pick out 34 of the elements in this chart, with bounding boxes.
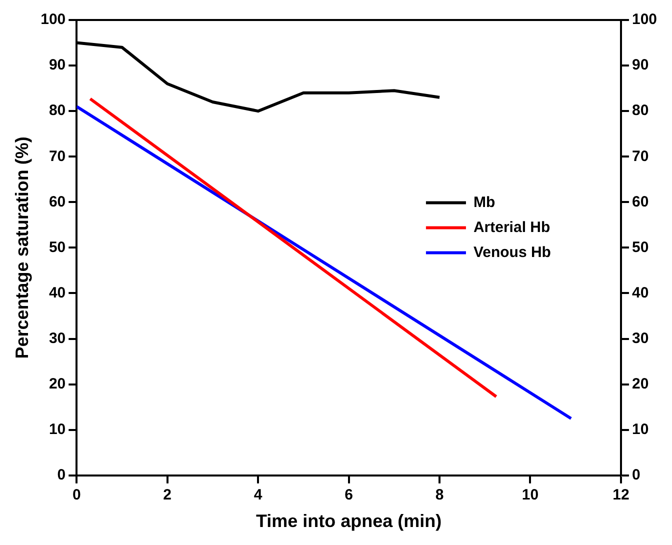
x-tick-label: 8 [435, 486, 444, 504]
y2-tick-label: 40 [632, 284, 649, 302]
y2-tick-label: 60 [632, 193, 649, 210]
y-tick-label: 60 [48, 193, 66, 210]
x-tick-label: 2 [163, 486, 172, 504]
y2-tick-label: 20 [632, 375, 649, 392]
y2-tick-label: 0 [632, 466, 640, 484]
y-tick-label: 80 [48, 102, 66, 120]
y2-tick-label: 10 [632, 421, 649, 438]
x-tick-label: 6 [344, 486, 353, 504]
x-tick-label: 12 [612, 486, 630, 504]
x-tick-label: 0 [72, 486, 81, 504]
y2-tick-label: 100 [632, 11, 658, 28]
legend-label: Venous Hb [473, 244, 551, 261]
y-tick-label: 30 [48, 330, 66, 347]
y-tick-label: 50 [48, 238, 66, 256]
y-tick-label: 40 [48, 284, 66, 302]
legend-label: Mb [473, 194, 496, 211]
y2-tick-label: 90 [632, 56, 649, 74]
x-tick-label: 10 [522, 486, 539, 504]
y-tick-label: 100 [40, 11, 66, 28]
y-tick-label: 90 [48, 56, 66, 74]
y2-tick-label: 80 [632, 102, 649, 120]
legend-label: Arterial Hb [473, 218, 550, 236]
y2-tick-label: 30 [632, 330, 649, 347]
y2-tick-label: 70 [632, 148, 649, 165]
x-axis-title: Time into apnea (min) [256, 511, 442, 532]
y2-tick-label: 50 [632, 238, 649, 256]
y-tick-label: 10 [48, 421, 66, 438]
y-tick-label: 70 [48, 148, 66, 165]
y-axis-title: Percentage saturation (%) [12, 136, 32, 359]
y-tick-label: 0 [57, 466, 66, 484]
x-tick-label: 4 [254, 486, 263, 504]
y-tick-label: 20 [48, 375, 66, 392]
